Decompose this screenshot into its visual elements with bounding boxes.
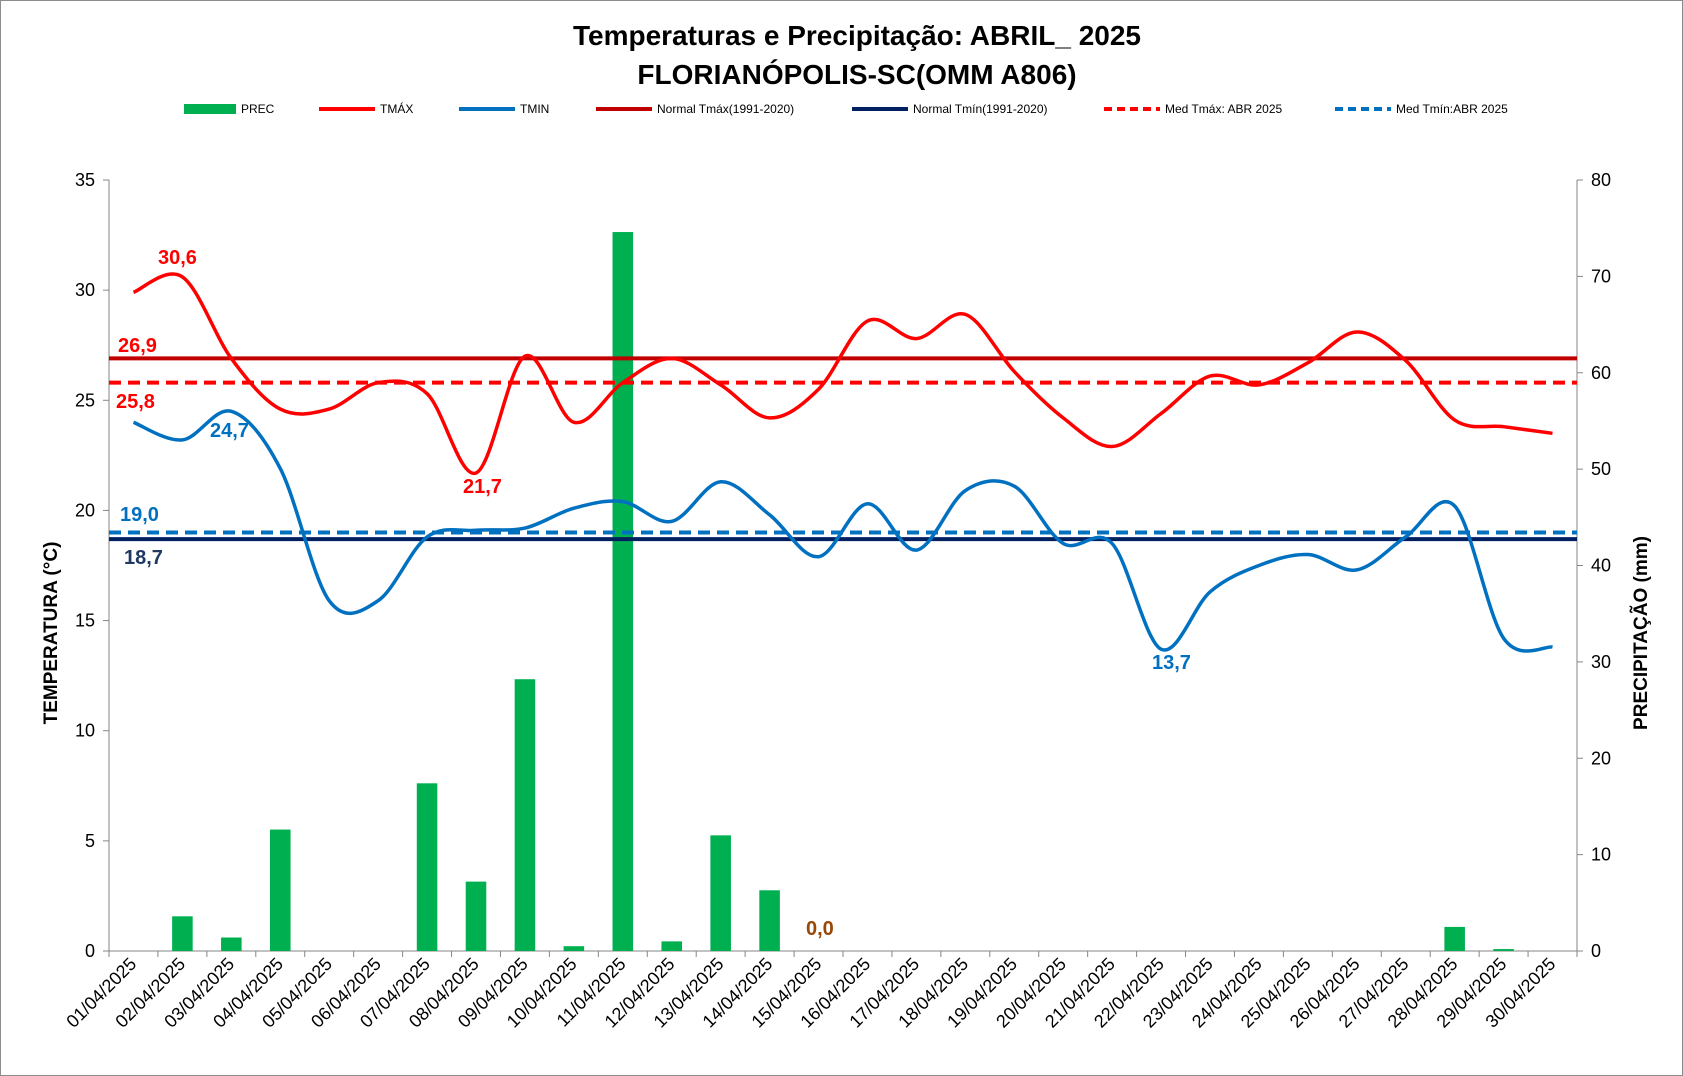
value-annotation: 30,6 — [158, 247, 197, 269]
prec-bar — [172, 916, 193, 951]
y-left-tick-label: 25 — [75, 390, 95, 410]
y-right-tick-label: 10 — [1591, 845, 1611, 865]
y-left-tick-label: 35 — [75, 170, 95, 190]
legend-swatch-prec — [184, 104, 236, 114]
legend-label: TMÁX — [380, 101, 413, 116]
y-left-tick-label: 5 — [85, 831, 95, 851]
y-left-tick-label: 0 — [85, 941, 95, 961]
reference-lines — [109, 356, 1577, 542]
y-axis-right-title: PRECIPITAÇÃO (mm) — [1630, 536, 1652, 730]
value-annotation: 18,7 — [124, 547, 163, 569]
y-right-tick-label: 80 — [1591, 170, 1611, 190]
y-right-tick-label: 20 — [1591, 748, 1611, 768]
prec-bar — [1444, 926, 1465, 951]
legend-label: Normal Tmín(1991-2020) — [913, 102, 1048, 116]
y-left-tick-label: 10 — [75, 721, 95, 741]
value-annotation: 25,8 — [116, 391, 155, 413]
y-right-tick-label: 50 — [1591, 459, 1611, 479]
legend-label: TMIN — [520, 102, 549, 116]
chart-subtitle: FLORIANÓPOLIS-SC(OMM A806) — [637, 59, 1076, 90]
prec-bar — [612, 232, 634, 952]
value-annotation: 0,0 — [806, 918, 834, 940]
value-annotation: 26,9 — [118, 335, 157, 357]
y-right-tick-label: 30 — [1591, 652, 1611, 672]
tmin-line — [132, 409, 1553, 653]
legend-label: PREC — [241, 102, 275, 116]
prec-bar — [661, 941, 683, 951]
y-right-tick-label: 0 — [1591, 941, 1601, 961]
prec-bar — [514, 679, 536, 951]
legend: PREC TMÁX TMIN Normal Tmáx(1991-2020) Normal… — [184, 101, 1508, 116]
prec-bar — [710, 835, 731, 951]
y-left-tick-label: 30 — [75, 280, 95, 300]
y-left-tick-label: 15 — [75, 611, 95, 631]
legend-label: Med Tmáx: ABR 2025 — [1165, 102, 1282, 116]
y-right-tick-label: 60 — [1591, 363, 1611, 383]
legend-label: Normal Tmáx(1991-2020) — [657, 102, 794, 116]
annotations: 30,6 26,9 25,8 24,7 21,7 19,0 18,7 0,0 13,7 — [116, 247, 1191, 940]
prec-bar — [759, 890, 780, 951]
precipitation-bars — [172, 232, 1514, 952]
prec-bar — [465, 881, 487, 951]
legend-label: Med Tmín:ABR 2025 — [1396, 102, 1508, 116]
value-annotation: 13,7 — [1152, 652, 1191, 674]
y-right-tick-label: 40 — [1591, 556, 1611, 576]
value-annotation: 19,0 — [120, 504, 159, 526]
prec-bar — [269, 829, 291, 951]
tmax-line — [132, 272, 1553, 475]
chart-title: Temperaturas e Precipitação: ABRIL_ 2025 — [573, 20, 1141, 51]
value-annotation: 21,7 — [463, 476, 502, 498]
prec-bar — [1493, 949, 1514, 951]
prec-bar — [221, 937, 242, 951]
value-annotation: 24,7 — [210, 420, 249, 442]
temperature-lines — [132, 272, 1553, 653]
y-right-tick-label: 70 — [1591, 266, 1611, 286]
axes: 051015202530350102030405060708001/04/202… — [62, 170, 1611, 1032]
y-axis-left-title: TEMPERATURA (°C) — [41, 542, 62, 725]
y-left-tick-label: 20 — [75, 500, 95, 520]
prec-bar — [563, 946, 585, 951]
prec-bar — [416, 783, 438, 951]
